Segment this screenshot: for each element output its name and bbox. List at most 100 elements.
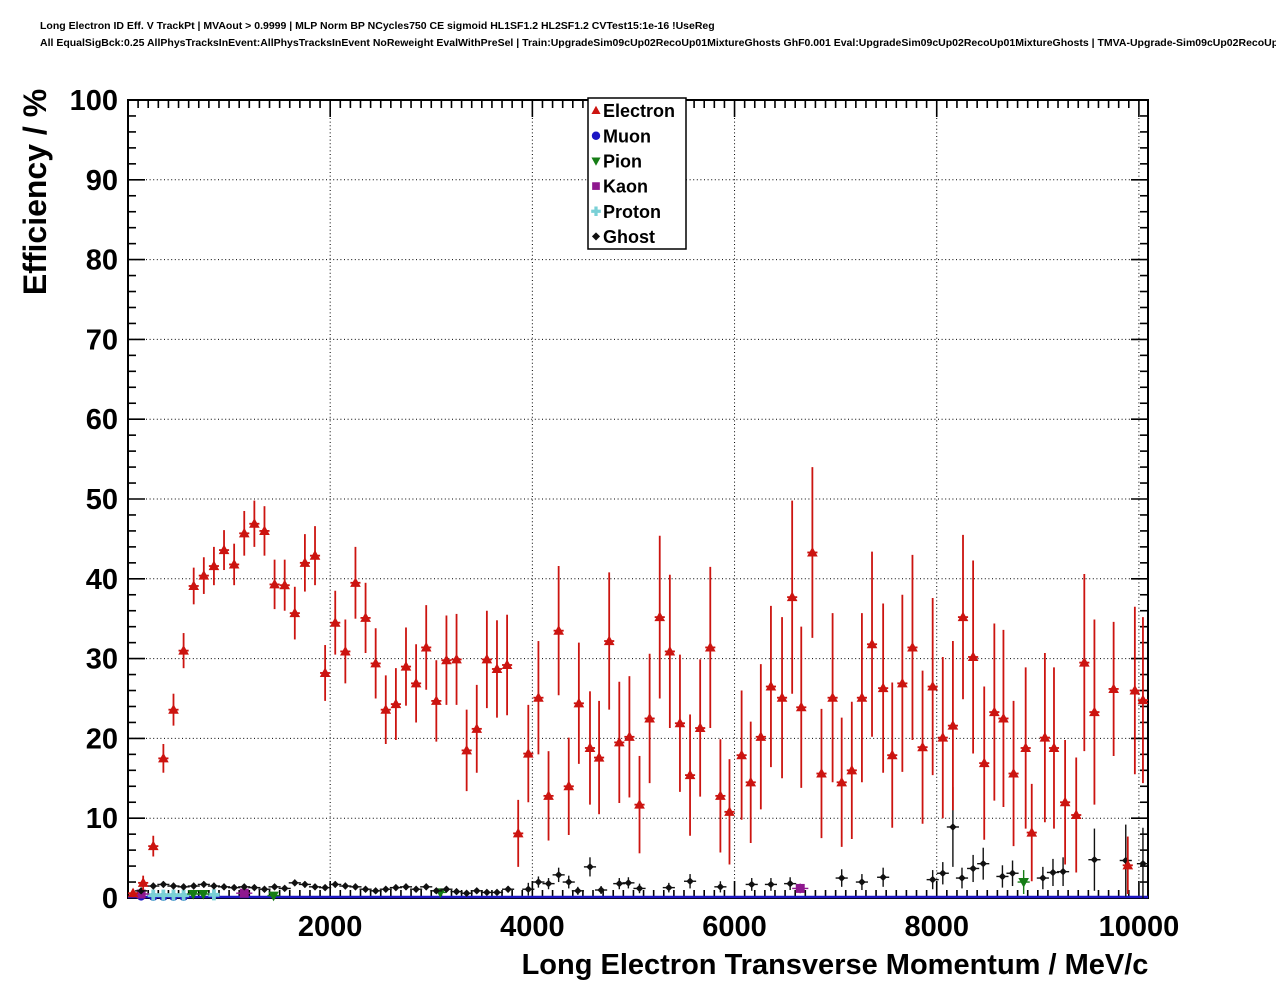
electron-point [158,752,169,763]
y-tick-label: 10 [86,803,118,835]
ghost-point [210,882,218,890]
ghost-point [291,879,299,887]
electron-point [410,677,422,688]
electron-point [1039,732,1051,742]
ghost-point [716,883,725,891]
legend: Electron Muon Pion Kaon Proton Ghost [587,97,687,250]
electron-point [319,667,331,677]
electron-point [674,717,686,728]
y-tick-label: 60 [86,404,118,436]
legend-box [587,97,687,250]
electron-point [501,659,513,670]
ghost-point [392,883,400,892]
series-electron [127,467,1149,898]
electron-point [998,712,1009,723]
series-pion [187,870,1030,902]
electron-point [522,747,534,758]
ghost-point [747,880,756,889]
electron-point [168,704,179,714]
electron-point [533,692,544,702]
y-tick-label: 20 [86,723,118,755]
legend-label: Ghost [603,227,655,247]
electron-point [238,527,250,538]
ghost-point [544,879,553,888]
proton-point [157,889,169,901]
ghost-point [949,823,957,831]
ghost-point [179,883,188,891]
electron-point [664,645,676,656]
ghost-point [858,878,866,886]
pion-point [197,889,209,900]
electron-point [877,682,889,693]
electron-point [989,706,1000,717]
proton-point [167,889,180,901]
x-tick-label: 6000 [702,911,767,943]
series-ghost [135,787,1150,898]
electron-point [827,692,838,702]
ghost-point [686,877,694,885]
electron-point [390,698,402,709]
ghost-point [574,887,582,895]
legend-item-kaon: Kaon [592,177,648,197]
ghost-point [159,880,168,889]
pion-point [268,891,279,902]
electron-point [198,570,210,580]
ghost-point [504,885,512,893]
legend-item-proton: Proton [591,202,661,222]
electron-point [816,767,827,778]
electron-point [1108,683,1119,693]
electron-point [593,751,605,762]
ghost-point [1090,855,1099,864]
electron-point [736,749,747,760]
series-muon [128,892,1148,902]
electron-point [644,712,655,723]
kaon-point [239,888,249,898]
series-proton [147,889,220,901]
plot-title-line2: All EqualSigBck:0.25 AllPhysTracksInEven… [40,37,1276,49]
ghost-point [230,883,238,892]
ghost-point [979,859,987,868]
circle-icon [591,131,601,140]
ghost-point [473,887,481,895]
triangle-down-icon [591,157,601,166]
electron-point [218,544,230,555]
ghost-point [554,871,563,879]
electron-point [1137,694,1149,705]
electron-point [370,657,381,668]
electron-point [694,722,706,733]
electron-point [937,732,949,742]
electron-point [1048,742,1060,753]
ghost-point [402,883,410,891]
electron-point [776,692,788,702]
electron-point [603,635,615,646]
ghost-point [462,889,471,897]
ghost-point [958,874,966,882]
diamond-icon [591,232,601,241]
ghost-point [586,863,594,871]
legend-item-muon: Muon [591,126,651,146]
electron-point [420,641,432,652]
ghost-point [189,882,198,890]
pion-point [187,889,199,900]
ghost-point [1059,867,1067,876]
chart-layer: 2000 4000 6000 8000 10000 0 10 20 30 40 50 60 70 80 90… [70,85,1180,943]
ghost-point [169,882,178,890]
electron-point [188,580,200,591]
plot-title-line1: Long Electron ID Eff. V TrackPt | MVAout… [40,20,715,32]
ghost-point [149,882,158,890]
electron-point [491,663,503,674]
ghost-point [879,873,887,881]
electron-point [1059,796,1071,807]
ghost-point [382,885,390,893]
y-axis-title: Efficiency / % [17,89,53,295]
ghost-point [422,883,430,891]
electron-point [866,638,878,649]
y-tick-label: 80 [86,245,118,277]
ghost-point [767,880,775,889]
ghost-point [301,880,309,889]
electron-point [795,701,807,712]
ghost-point [351,883,360,891]
electron-point [289,607,301,618]
ghost-point [1039,874,1047,882]
ghost-point [483,888,491,897]
